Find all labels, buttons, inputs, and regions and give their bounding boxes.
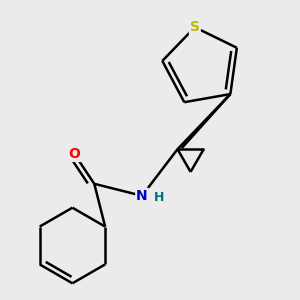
Text: S: S bbox=[190, 20, 200, 34]
Text: H: H bbox=[154, 191, 164, 204]
Text: O: O bbox=[68, 147, 80, 161]
Text: N: N bbox=[136, 189, 148, 203]
